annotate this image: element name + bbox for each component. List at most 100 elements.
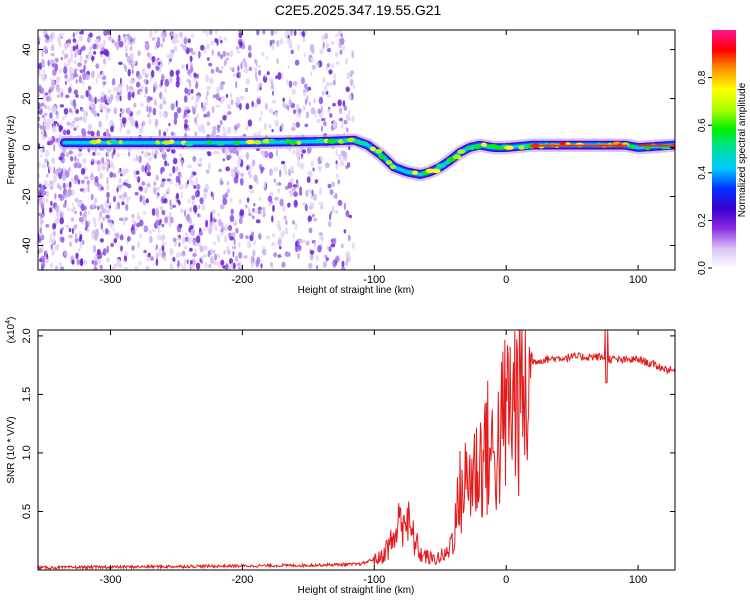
noise-dot (242, 58, 246, 64)
ridge-peak (375, 149, 383, 154)
noise-dot (210, 40, 214, 46)
noise-dot (168, 122, 171, 127)
noise-dot (292, 184, 298, 188)
noise-dot (209, 77, 214, 85)
noise-dot (206, 90, 209, 96)
noise-dot (224, 223, 228, 232)
noise-dot (90, 193, 94, 201)
noise-dot (223, 235, 228, 243)
noise-dot (42, 95, 47, 101)
noise-dot (201, 102, 204, 109)
noise-dot (204, 47, 207, 54)
ridge-peak (469, 145, 476, 151)
noise-dot (66, 129, 71, 135)
noise-dot (75, 232, 78, 240)
colorbar-tick-label: 0.0 (697, 261, 708, 275)
noise-dot (245, 235, 249, 240)
noise-dot (240, 172, 244, 177)
noise-dot (293, 109, 296, 115)
noise-dot (244, 87, 249, 93)
noise-dot (248, 52, 252, 59)
noise-dot (193, 204, 198, 213)
noise-dot (167, 186, 170, 194)
noise-dot (68, 167, 71, 172)
noise-dot (193, 72, 197, 78)
noise-dot (92, 229, 95, 235)
noise-dot (203, 191, 208, 200)
noise-dot (135, 155, 138, 162)
noise-dot (155, 258, 159, 267)
noise-dot (189, 73, 192, 78)
noise-dot (207, 151, 212, 157)
noise-dot (116, 152, 120, 158)
noise-dot (74, 197, 80, 204)
noise-dot (238, 30, 243, 34)
noise-dot (106, 30, 111, 36)
noise-dot (170, 262, 173, 269)
noise-dot (233, 166, 238, 173)
noise-dot (119, 91, 122, 96)
noise-dot (98, 120, 103, 128)
noise-dot (190, 180, 195, 187)
noise-dot (111, 152, 114, 159)
noise-dot (274, 111, 278, 118)
noise-dot (343, 229, 347, 234)
noise-dot (227, 224, 233, 231)
noise-dot (230, 91, 233, 100)
noise-dot (162, 112, 167, 117)
noise-dot (195, 262, 201, 270)
noise-dot (209, 30, 213, 35)
noise-dot (155, 195, 159, 200)
ridge-peak (504, 145, 514, 150)
noise-dot (153, 181, 157, 187)
noise-dot (93, 51, 97, 55)
noise-dot (249, 209, 252, 218)
noise-dot (318, 96, 324, 105)
noise-dot (269, 39, 272, 47)
noise-dot (54, 63, 58, 72)
noise-dot (143, 211, 146, 215)
noise-dot (56, 182, 60, 189)
noise-dot (320, 125, 324, 132)
noise-dot (239, 41, 243, 47)
noise-dot (86, 180, 90, 185)
noise-dot (318, 232, 324, 236)
noise-dot (161, 209, 166, 216)
snr-series-line (38, 330, 675, 570)
noise-dot (211, 49, 215, 56)
noise-dot (225, 166, 230, 172)
noise-dot (74, 117, 79, 122)
noise-dot (245, 125, 249, 131)
noise-dot (161, 241, 167, 246)
noise-dot (131, 64, 134, 69)
noise-dot (180, 184, 184, 190)
noise-dot (187, 164, 192, 169)
noise-dot (270, 262, 273, 267)
noise-dot (348, 214, 352, 219)
noise-dot (101, 208, 107, 214)
noise-dot (114, 206, 119, 210)
noise-dot (191, 200, 195, 206)
noise-dot (169, 199, 172, 206)
noise-dot (233, 219, 237, 225)
noise-dot (309, 249, 315, 255)
noise-dot (82, 116, 88, 124)
noise-dot (93, 221, 97, 228)
noise-dot (112, 87, 117, 92)
noise-dot (341, 121, 344, 130)
noise-dot (132, 157, 137, 162)
noise-dot (178, 200, 181, 206)
noise-dot (262, 206, 266, 213)
ridge-peak (630, 144, 636, 149)
noise-dot (71, 259, 75, 265)
noise-dot (235, 45, 240, 50)
noise-dot (104, 228, 109, 235)
noise-dot (75, 94, 79, 98)
noise-dot (216, 86, 220, 94)
y-tick-label: 1.5 (21, 387, 33, 402)
noise-dot (135, 170, 140, 175)
noise-dot (94, 176, 99, 183)
noise-dot (214, 224, 218, 232)
noise-dot (175, 166, 179, 172)
